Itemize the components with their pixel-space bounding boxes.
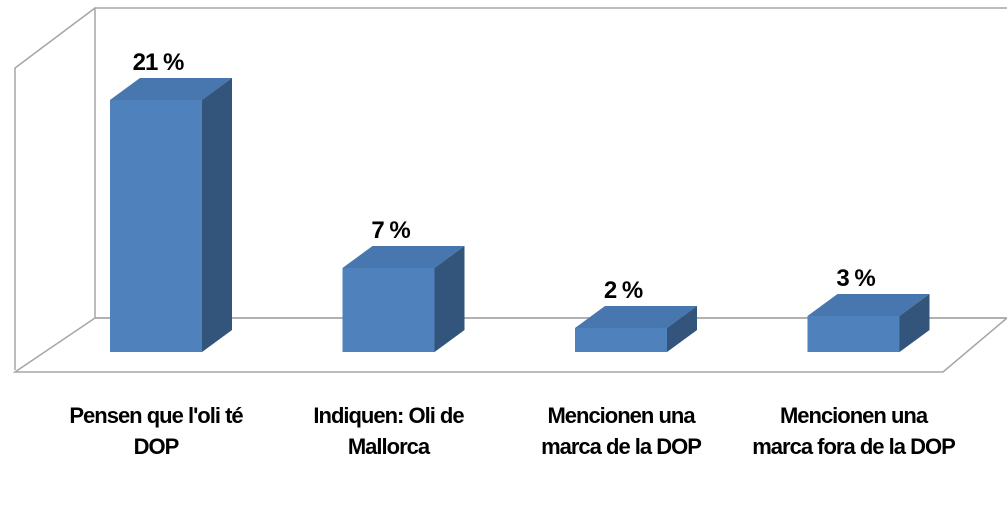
bar-side xyxy=(202,78,232,352)
bar xyxy=(110,100,202,352)
bar xyxy=(807,316,900,352)
bar-side-shade xyxy=(667,306,697,352)
bar-top-shade xyxy=(110,78,232,100)
x-tick-label: Mencionen una marca fora de la DOP xyxy=(752,403,956,459)
bar-top xyxy=(342,246,465,268)
back-wall xyxy=(94,7,1007,318)
side-wall xyxy=(14,7,96,370)
bar-top-shade xyxy=(575,306,697,328)
bar-side xyxy=(434,246,465,352)
bar xyxy=(342,268,435,352)
value-label: 21 % xyxy=(133,49,184,76)
bar-top-shade xyxy=(342,246,465,268)
floor xyxy=(12,317,1007,373)
bar-side-shade xyxy=(202,78,232,352)
bar-side-shade xyxy=(899,294,930,352)
value-label: 3 % xyxy=(836,265,875,292)
x-tick-label: Pensen que l'oli té DOP xyxy=(69,403,243,459)
bar-side xyxy=(667,306,697,352)
x-tick-label: Indiquen: Oli de Mallorca xyxy=(313,403,464,459)
value-label: 7 % xyxy=(371,217,410,244)
bar xyxy=(575,328,667,352)
bar-top-shade xyxy=(807,294,930,316)
bar-top xyxy=(807,294,930,316)
bar-top xyxy=(575,306,697,328)
bar-top xyxy=(110,78,232,100)
value-label: 2 % xyxy=(604,277,643,304)
bar-side xyxy=(899,294,930,352)
bar-side-shade xyxy=(434,246,465,352)
x-tick-label: Mencionen una marca de la DOP xyxy=(541,403,702,459)
